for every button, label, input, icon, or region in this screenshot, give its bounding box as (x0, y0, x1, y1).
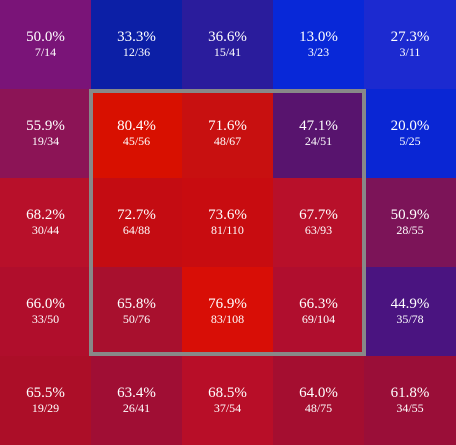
cell-percentage-label: 44.9% (390, 295, 430, 312)
cell-fraction-label: 26/41 (122, 401, 151, 416)
cell-fraction-label: 28/55 (396, 223, 424, 238)
heatmap-cell-r1-c3: 47.1% 24/51 (273, 89, 364, 178)
heatmap-cell-r3-c0: 66.0% 33/50 (0, 267, 91, 356)
cell-fraction-label: 19/29 (31, 401, 60, 416)
cell-fraction-label: 69/104 (301, 312, 336, 327)
heatmap-cell-r0-c2: 36.6% 15/41 (182, 0, 273, 89)
cell-percentage-label: 66.3% (299, 295, 338, 312)
cell-fraction-label: 83/108 (210, 312, 245, 327)
cell-percentage-label: 63.4% (117, 384, 156, 401)
heatmap-cell-r3-c4: 44.9% 35/78 (364, 267, 456, 356)
heatmap-cell-r1-c1: 80.4% 45/56 (91, 89, 182, 178)
cell-fraction-label: 7/14 (34, 45, 57, 60)
heatmap-cell-r2-c1: 72.7% 64/88 (91, 178, 182, 267)
cell-percentage-label: 66.0% (26, 295, 65, 312)
heatmap-cell-r4-c1: 63.4% 26/41 (91, 356, 182, 445)
cell-percentage-label: 61.8% (390, 384, 430, 401)
heatmap-cell-r2-c4: 50.9% 28/55 (364, 178, 456, 267)
cell-fraction-label: 48/75 (304, 401, 333, 416)
cell-fraction-label: 19/34 (31, 134, 60, 149)
cell-percentage-label: 20.0% (390, 117, 430, 134)
cell-fraction-label: 3/23 (307, 45, 330, 60)
cell-percentage-label: 50.0% (26, 28, 65, 45)
cell-percentage-label: 65.5% (26, 384, 65, 401)
cell-percentage-label: 64.0% (299, 384, 338, 401)
cell-percentage-label: 68.2% (26, 206, 65, 223)
heatmap-cell-r2-c0: 68.2% 30/44 (0, 178, 91, 267)
heatmap-cell-r4-c3: 64.0% 48/75 (273, 356, 364, 445)
cell-fraction-label: 15/41 (213, 45, 242, 60)
cell-fraction-label: 35/78 (396, 312, 424, 327)
cell-fraction-label: 64/88 (122, 223, 151, 238)
cell-percentage-label: 76.9% (208, 295, 247, 312)
heatmap-cell-r1-c2: 71.6% 48/67 (182, 89, 273, 178)
heatmap-cell-r4-c4: 61.8% 34/55 (364, 356, 456, 445)
cell-fraction-label: 45/56 (122, 134, 151, 149)
cell-percentage-label: 27.3% (390, 28, 430, 45)
heatmap-cell-r3-c1: 65.8% 50/76 (91, 267, 182, 356)
cell-fraction-label: 50/76 (122, 312, 151, 327)
cell-fraction-label: 81/110 (211, 223, 244, 238)
cell-percentage-label: 71.6% (208, 117, 247, 134)
cell-fraction-label: 48/67 (213, 134, 242, 149)
heatmap-cell-r3-c3: 66.3% 69/104 (273, 267, 364, 356)
cell-percentage-label: 73.6% (208, 206, 247, 223)
cell-fraction-label: 12/36 (122, 45, 151, 60)
cell-percentage-label: 68.5% (208, 384, 247, 401)
heatmap-cell-r2-c2: 73.6% 81/110 (182, 178, 273, 267)
heatmap-cell-r0-c3: 13.0% 3/23 (273, 0, 364, 89)
cell-percentage-label: 65.8% (117, 295, 156, 312)
heatmap-cell-r1-c4: 20.0% 5/25 (364, 89, 456, 178)
cell-fraction-label: 33/50 (31, 312, 60, 327)
heatmap-cell-r3-c2: 76.9% 83/108 (182, 267, 273, 356)
heatmap-cell-r4-c0: 65.5% 19/29 (0, 356, 91, 445)
heatmap-cell-r1-c0: 55.9% 19/34 (0, 89, 91, 178)
cell-percentage-label: 50.9% (390, 206, 430, 223)
heatmap-cell-r4-c2: 68.5% 37/54 (182, 356, 273, 445)
heatmap-cell-r0-c1: 33.3% 12/36 (91, 0, 182, 89)
cell-fraction-label: 3/11 (399, 45, 421, 60)
cell-percentage-label: 47.1% (299, 117, 338, 134)
cell-fraction-label: 24/51 (304, 134, 333, 149)
heatmap-cell-r0-c4: 27.3% 3/11 (364, 0, 456, 89)
cell-percentage-label: 13.0% (299, 28, 338, 45)
cell-percentage-label: 36.6% (208, 28, 247, 45)
cell-fraction-label: 5/25 (399, 134, 421, 149)
heatmap-cell-r2-c3: 67.7% 63/93 (273, 178, 364, 267)
cell-fraction-label: 37/54 (213, 401, 242, 416)
cell-percentage-label: 80.4% (117, 117, 156, 134)
cell-fraction-label: 34/55 (396, 401, 424, 416)
cell-fraction-label: 63/93 (304, 223, 333, 238)
cell-percentage-label: 33.3% (117, 28, 156, 45)
cell-percentage-label: 55.9% (26, 117, 65, 134)
cell-fraction-label: 30/44 (31, 223, 60, 238)
cell-percentage-label: 67.7% (299, 206, 338, 223)
heatmap-cell-r0-c0: 50.0% 7/14 (0, 0, 91, 89)
cell-percentage-label: 72.7% (117, 206, 156, 223)
